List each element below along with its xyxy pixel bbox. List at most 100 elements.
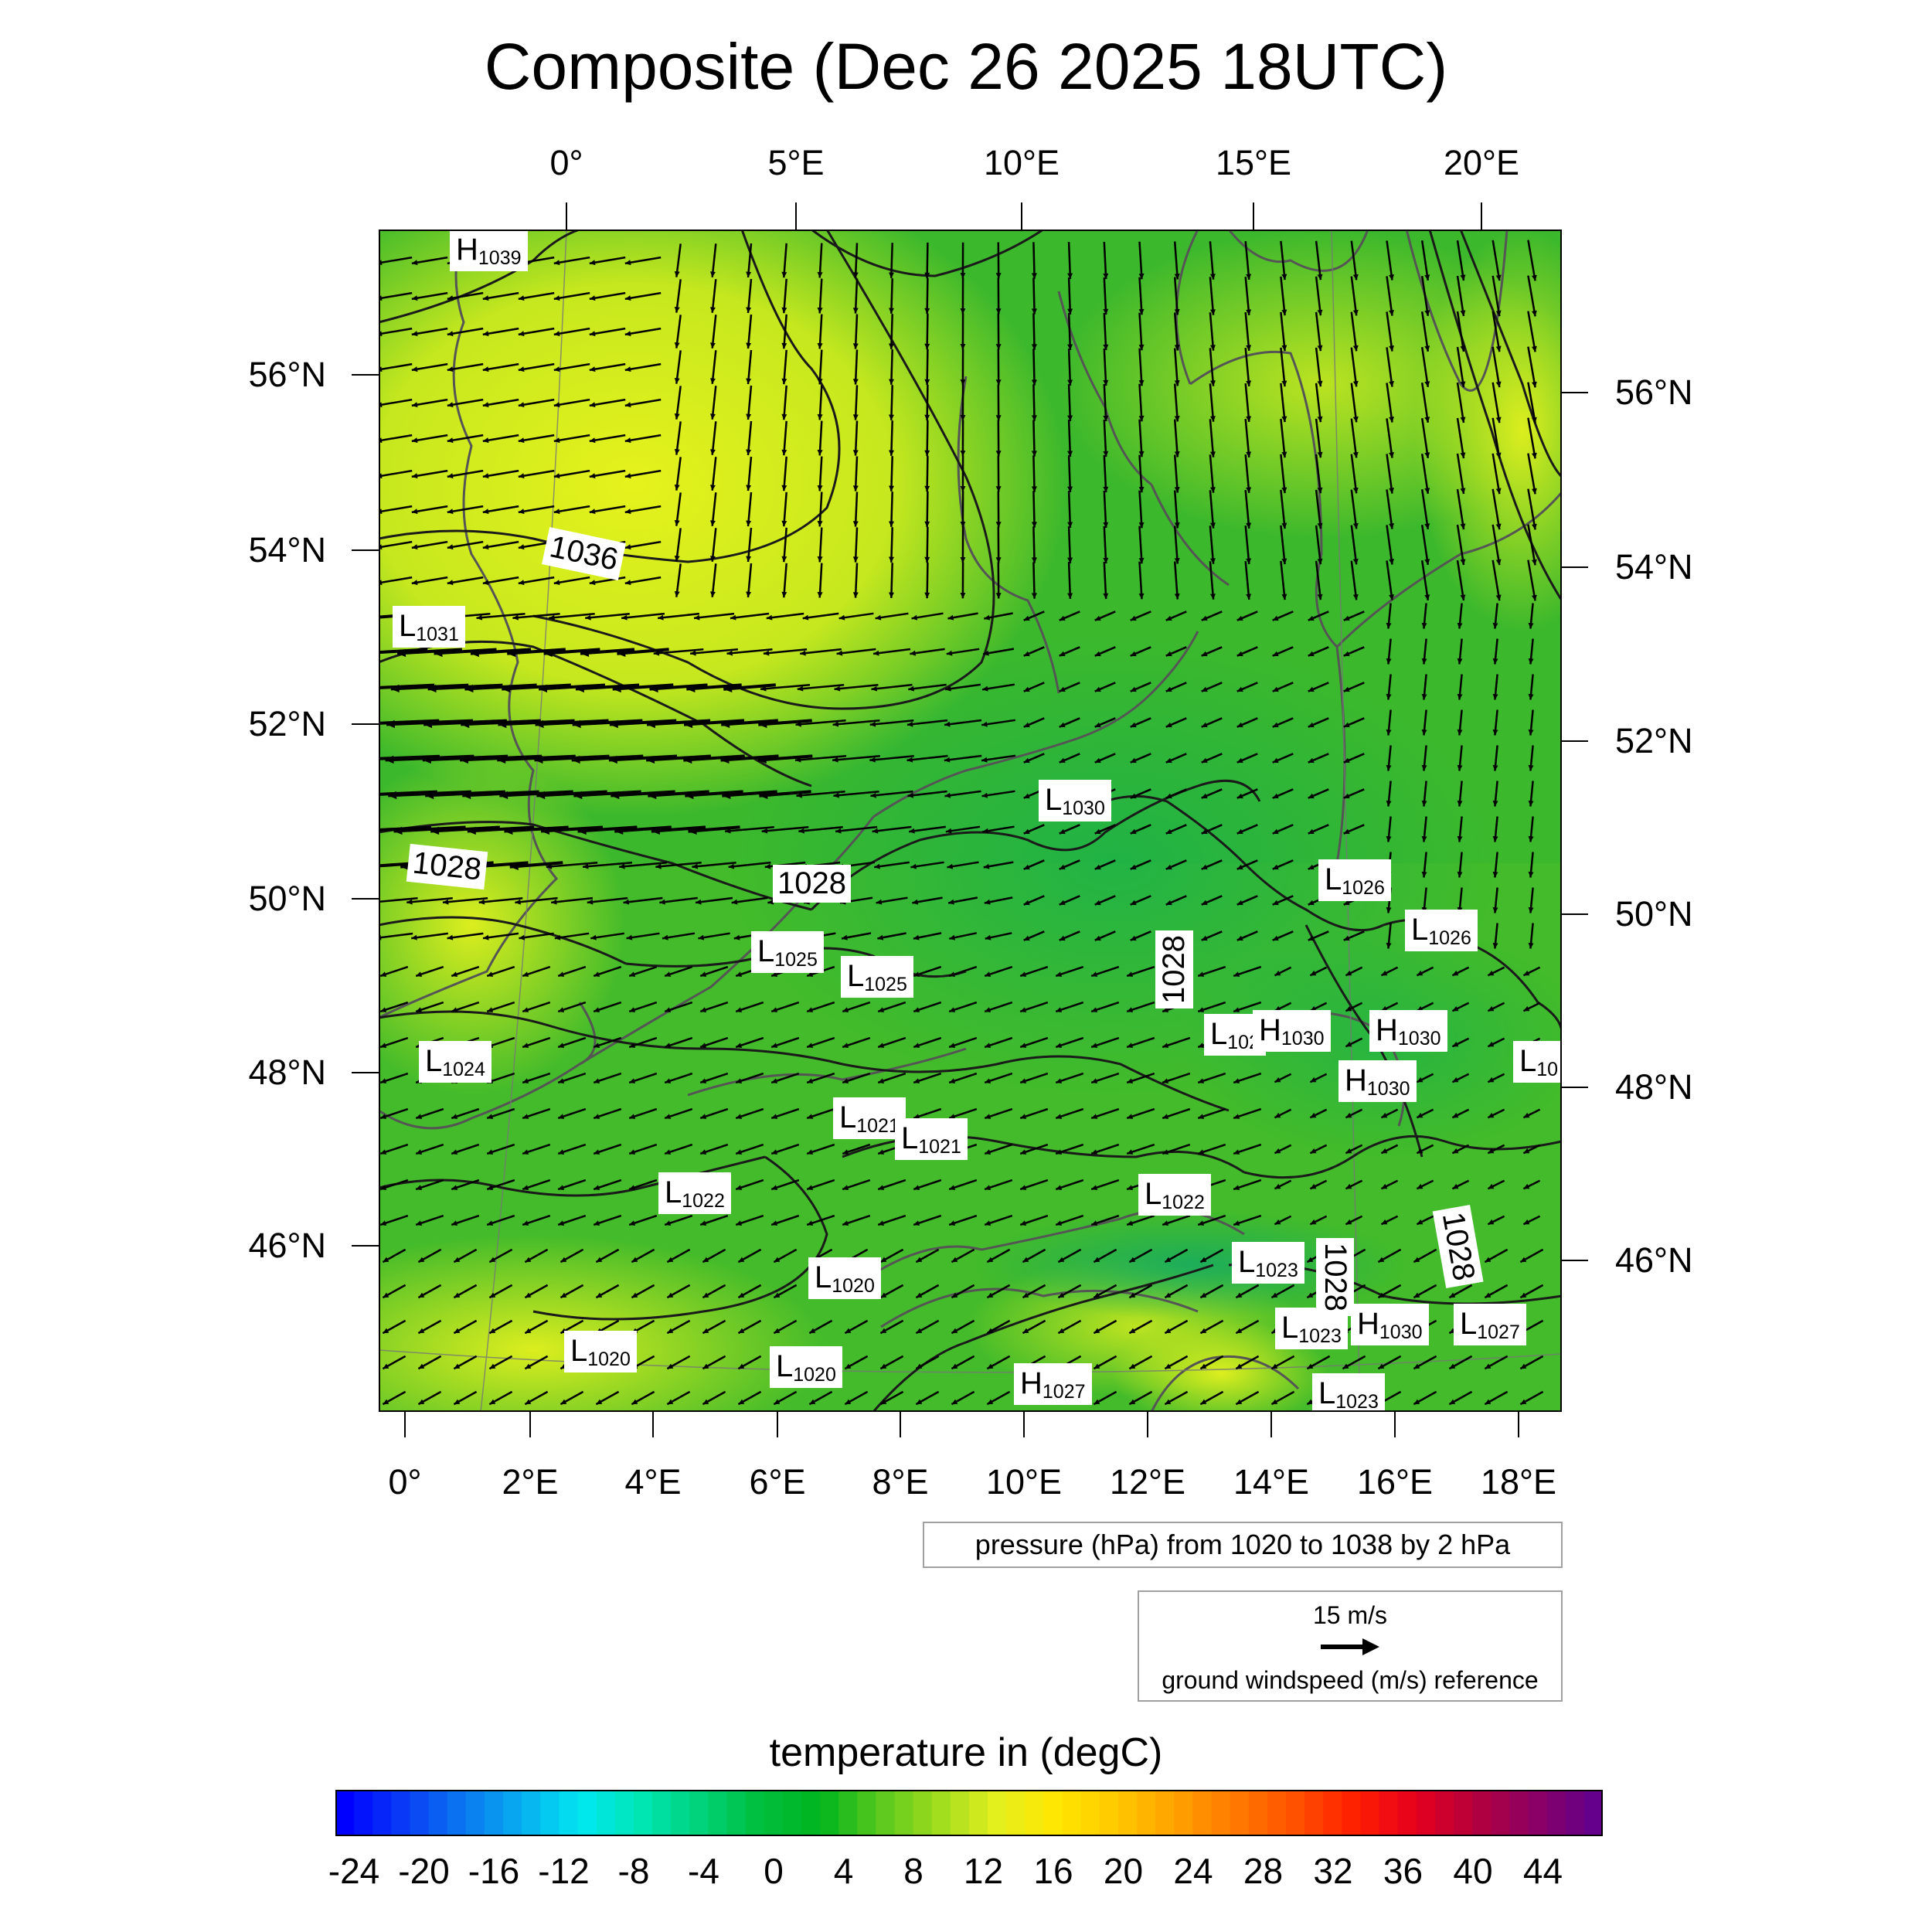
wind-vector-head [1457,800,1463,807]
wind-vector [379,540,413,549]
wind-vector-head [580,648,590,657]
wind-vector-head [1138,379,1145,386]
wind-vector [783,527,787,563]
wind-vector [944,719,982,726]
wind-vector-head [646,755,655,764]
wind-vector-head [1023,900,1030,906]
wind-vector-head [1389,559,1394,565]
wind-vector-head [411,402,418,408]
wind-vector-head [1233,1007,1240,1012]
wind-vector [747,314,753,349]
wind-vector-head [418,1399,425,1405]
wind-vector-head [1201,757,1208,764]
wind-vector-head [1460,310,1466,316]
wind-vector-head [1174,487,1180,493]
wind-vector-head [1056,1220,1063,1226]
wind-vector-head [1531,594,1537,601]
wind-vector [854,349,859,385]
wind-vector-head [1210,416,1216,422]
wind-vector-head [609,719,618,729]
wind-vector-head [1020,971,1027,977]
wind-vector-head [1236,900,1243,906]
wind-vector-head [1094,1257,1100,1263]
wind-vector-head [1246,380,1252,386]
wind-vector-head [1492,871,1498,878]
wind-vector-head [710,591,716,597]
wind-vector [411,576,448,585]
wind-vector-head [1381,1005,1388,1012]
wind-vector [1315,240,1322,281]
wind-vector [1386,311,1393,352]
wind-vector-head [589,260,596,266]
wind-vector-head [842,1078,849,1083]
wind-vector-head [1246,558,1252,564]
wind-vector [1456,311,1465,352]
wind-vector-head [1421,835,1427,842]
wind-vector-head [869,721,876,727]
wind-vector [549,612,595,620]
wind-vector [553,469,590,478]
wind-vector [835,825,878,833]
wind-vector-head [1236,651,1243,657]
wind-vector-head [1424,417,1430,423]
right-lat-tick: 56°N [1615,372,1693,412]
wind-vector [1527,453,1536,495]
wind-vector-head [665,1220,672,1226]
wind-vector-head [944,721,951,727]
wind-vector [621,612,665,620]
wind-vector [379,469,413,478]
wind-vector [447,505,484,514]
wind-vector [1067,526,1072,563]
map-frame [379,230,1562,1412]
wind-vector-head [629,1220,636,1226]
wind-vector-head [842,1043,849,1048]
wind-vector [854,563,859,598]
wind-vector-head [1059,900,1066,906]
wind-vector-head [702,1363,709,1369]
wind-vector-head [842,1007,849,1012]
wind-vector-head [738,1257,745,1263]
wind-vector-head [594,1043,600,1048]
colorbar-swatch [689,1790,709,1836]
wind-vector-head [1272,615,1279,621]
wind-vector-head [960,486,966,492]
wind-vector-head [800,650,806,656]
wind-vector-head [1056,971,1063,977]
wind-vector-head [411,295,418,301]
wind-vector-head [553,473,560,479]
wind-vector [890,243,893,278]
colorbar-swatch [447,1790,467,1836]
wind-vector-head [460,755,469,764]
wind-vector-head [987,1257,994,1263]
wind-vector-head [380,1149,387,1155]
wind-vector-head [522,1149,529,1155]
wind-vector-head [1424,452,1430,458]
wind-vector-head [464,684,474,693]
wind-vector-head [721,719,730,728]
wind-vector-head [1343,686,1350,692]
wind-vector-head [1174,380,1180,386]
wind-vector-head [1165,1292,1172,1298]
wind-vector-head [871,685,877,692]
wind-vector-head [1094,1399,1100,1405]
wind-vector-head [1200,1328,1207,1334]
pressure-center-label: H1027 [1014,1363,1092,1405]
colorbar-swatch [577,1790,597,1836]
wind-vector-head [710,307,716,313]
wind-vector-head [674,556,680,562]
wind-vector [518,327,555,336]
wind-vector-head [686,684,696,692]
wind-vector-head [1236,1328,1243,1334]
wind-vector-head [1381,1219,1388,1225]
wind-vector-head [878,1043,885,1048]
wind-vector-head [1020,1149,1027,1155]
wind-vector-head [583,863,589,869]
wind-vector-head [1031,557,1037,563]
wind-vector [1032,562,1036,599]
wind-vector-head [1174,416,1180,422]
wind-vector-head [878,1149,885,1155]
wind-vector-head [913,971,920,977]
wind-vector-head [498,719,507,729]
wind-vector [890,492,893,527]
wind-vector-head [1272,793,1279,799]
